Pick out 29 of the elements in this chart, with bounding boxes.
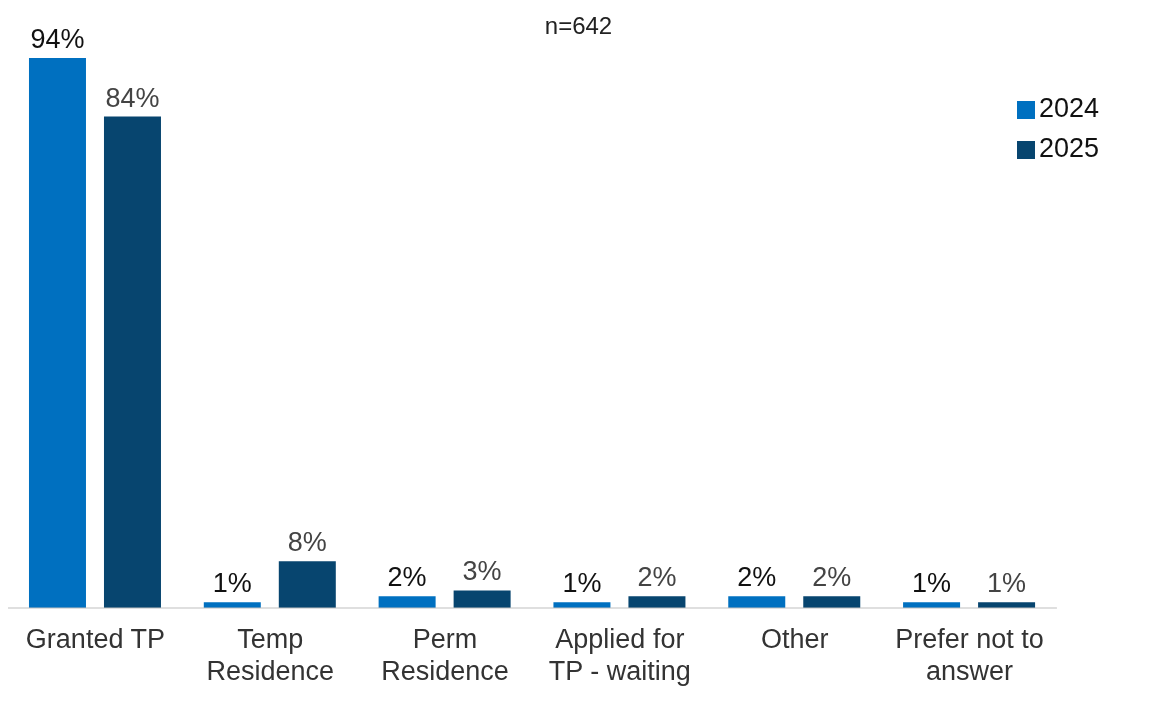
data-label: 3% [462, 556, 502, 587]
data-label: 1% [987, 568, 1027, 599]
bar [728, 596, 786, 608]
bar [628, 596, 686, 608]
bar [28, 58, 86, 608]
x-tick-label: Other [760, 624, 829, 654]
bar [803, 596, 861, 608]
data-label: 1% [212, 568, 252, 599]
bar [453, 590, 511, 608]
x-tick-label: Temp Residence [206, 624, 335, 686]
data-label: 94% [30, 24, 85, 54]
bar [103, 116, 161, 608]
bar [278, 561, 336, 608]
data-label: 2% [637, 562, 677, 593]
x-tick-label: Perm Residence [381, 624, 509, 686]
data-label: 2% [387, 562, 427, 593]
data-label: 1% [562, 568, 602, 599]
x-tick-label: Prefer not to answer [895, 624, 1044, 686]
data-label: 1% [912, 568, 952, 599]
bar [378, 596, 436, 608]
x-tick-label: Applied for TP - waiting [548, 624, 691, 686]
legend-label: 2025 [1038, 133, 1099, 163]
x-tick-label: Granted TP [25, 624, 165, 654]
data-label: 2% [737, 562, 777, 593]
data-label: 84% [105, 82, 160, 113]
legend-label: 2024 [1038, 93, 1099, 123]
chart-subtitle: n=642 [544, 12, 613, 39]
data-label: 2% [812, 562, 852, 593]
data-label: 8% [287, 527, 327, 558]
